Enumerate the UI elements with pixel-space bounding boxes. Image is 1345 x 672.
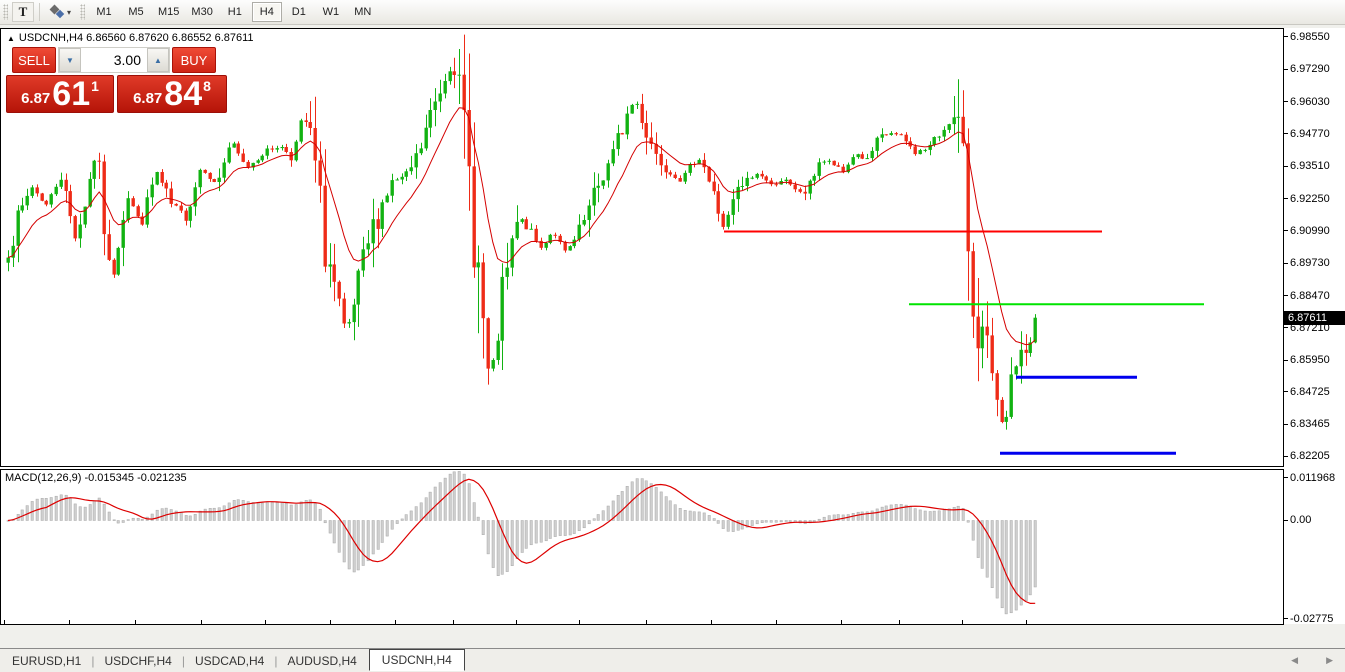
macd-tick-label: -0.02775 (1284, 613, 1333, 625)
price-tick-label: 6.83465 (1284, 418, 1330, 430)
macd-pane[interactable]: MACD(12,26,9) -0.015345 -0.021235 (0, 469, 1284, 625)
toolbar-grip[interactable] (80, 4, 86, 20)
price-tick-label: 6.98550 (1284, 31, 1330, 43)
buy-button[interactable]: BUY (172, 47, 216, 73)
tab-eurusd-h1[interactable]: EURUSD,H1 (12, 653, 82, 668)
price-tick-label: 6.92250 (1284, 193, 1330, 205)
tabs: EURUSD,H1 | USDCHF,H4 | USDCAD,H4 | AUDUSD,H4 U… (0, 649, 465, 671)
macd-tick-label: 0.011968 (1284, 472, 1335, 484)
macd-histogram (6, 471, 1037, 615)
tab-audusd-h4[interactable]: AUDUSD,H4 (287, 653, 357, 668)
price-tick-label: 6.96030 (1284, 96, 1330, 108)
chart-tab-bar: EURUSD,H1 | USDCHF,H4 | USDCAD,H4 | AUDUSD,H4 U… (0, 648, 1345, 672)
tab-scroll-controls: ◀ ▶ (1291, 655, 1333, 666)
tab-usdcnh-h4[interactable]: USDCNH,H4 (368, 649, 465, 671)
chart-window: ▲ USDCNH,H4 6.86560 6.87620 6.86552 6.876… (0, 28, 1284, 672)
timeframe-d1[interactable]: D1 (291, 6, 306, 18)
scroll-tabs-left-icon[interactable]: ◀ (1291, 655, 1299, 665)
tab-usdchf-h4[interactable]: USDCHF,H4 (104, 653, 172, 668)
buy-price-prefix: 6.87 (133, 90, 163, 107)
buy-quote-panel[interactable]: 6.87 84 8 (117, 75, 227, 113)
timeframe-m5[interactable]: M5 (128, 6, 144, 18)
moving-average-line[interactable] (7, 107, 1036, 346)
candles (6, 34, 1037, 430)
timeframe-mn[interactable]: MN (354, 6, 372, 18)
tab-separator: | (181, 653, 185, 668)
price-tick-label: 6.90990 (1284, 225, 1330, 237)
timeframe-m1[interactable]: M1 (96, 6, 112, 18)
price-tick-label: 6.97290 (1284, 63, 1330, 75)
buy-price-pip: 8 (203, 78, 211, 94)
price-tick-label: 6.94770 (1284, 128, 1330, 140)
sell-price-main: 61 (52, 75, 91, 113)
price-axis[interactable]: 6.87611 6.98550 6.97290 6.96030 6.94770 6.93… (1284, 28, 1345, 625)
macd-tick-label: 0.00 (1284, 514, 1311, 526)
timeframe-m15[interactable]: M15 (158, 6, 180, 18)
timeframe-w1[interactable]: W1 (322, 6, 340, 18)
toolbar-grip[interactable] (3, 4, 8, 20)
tab-separator: | (91, 653, 95, 668)
price-tick-label: 6.85950 (1284, 354, 1330, 366)
price-tick-label: 6.88470 (1284, 290, 1330, 302)
buy-price-main: 84 (164, 75, 203, 113)
volume-increase-button[interactable]: ▲ (147, 48, 169, 72)
macd-chart-canvas[interactable] (1, 470, 1283, 624)
volume-spinner: ▼ ▲ (58, 47, 170, 73)
one-click-trading-widget: SELL ▼ ▲ BUY 6.87 61 1 6.87 84 8 (6, 47, 228, 113)
volume-input[interactable] (81, 48, 147, 72)
chevron-down-icon: ▾ (67, 7, 72, 17)
current-price-tag: 6.87611 (1284, 310, 1345, 325)
ohlc-readout: USDCNH,H4 6.86560 6.87620 6.86552 6.8761… (18, 32, 254, 44)
objects-tool-button[interactable]: ▾ (45, 2, 76, 22)
collapse-arrow-icon[interactable]: ▲ (7, 34, 15, 43)
volume-decrease-button[interactable]: ▼ (59, 48, 81, 72)
price-chart-canvas[interactable] (1, 29, 1283, 466)
sell-button[interactable]: SELL (12, 47, 56, 73)
sell-price-pip: 1 (91, 78, 99, 94)
sell-quote-panel[interactable]: 6.87 61 1 (6, 75, 114, 113)
macd-indicator-label: MACD(12,26,9) -0.015345 -0.021235 (5, 472, 187, 484)
chart-header: ▲ USDCNH,H4 6.86560 6.87620 6.86552 6.876… (7, 32, 254, 44)
price-tick-label: 6.93510 (1284, 160, 1330, 172)
scroll-tabs-right-icon[interactable]: ▶ (1326, 655, 1333, 665)
price-tick-label: 6.82205 (1284, 450, 1330, 462)
timeframe-h4[interactable]: H4 (251, 2, 282, 22)
price-tick-label: 6.84725 (1284, 386, 1330, 398)
timeframe-buttons: M1 M5 M15 M30 H1 H4 D1 W1 MN (88, 2, 379, 22)
timeframe-m30[interactable]: M30 (191, 6, 213, 18)
tab-separator: | (274, 653, 278, 668)
macd-signal-line (7, 478, 1036, 605)
top-toolbar: T ▾ M1 M5 M15 M30 H1 H4 D1 W1 MN (0, 0, 1345, 25)
diamond-arrows-icon (49, 4, 65, 19)
price-tick-label: 6.89730 (1284, 257, 1330, 269)
toolbar-separator (39, 3, 40, 21)
price-tick-label: 6.87210 (1284, 322, 1330, 334)
text-tool-button[interactable]: T (12, 2, 34, 22)
timeframe-h1[interactable]: H1 (227, 6, 242, 18)
tab-usdcad-h4[interactable]: USDCAD,H4 (194, 653, 265, 668)
sell-price-prefix: 6.87 (21, 90, 51, 107)
